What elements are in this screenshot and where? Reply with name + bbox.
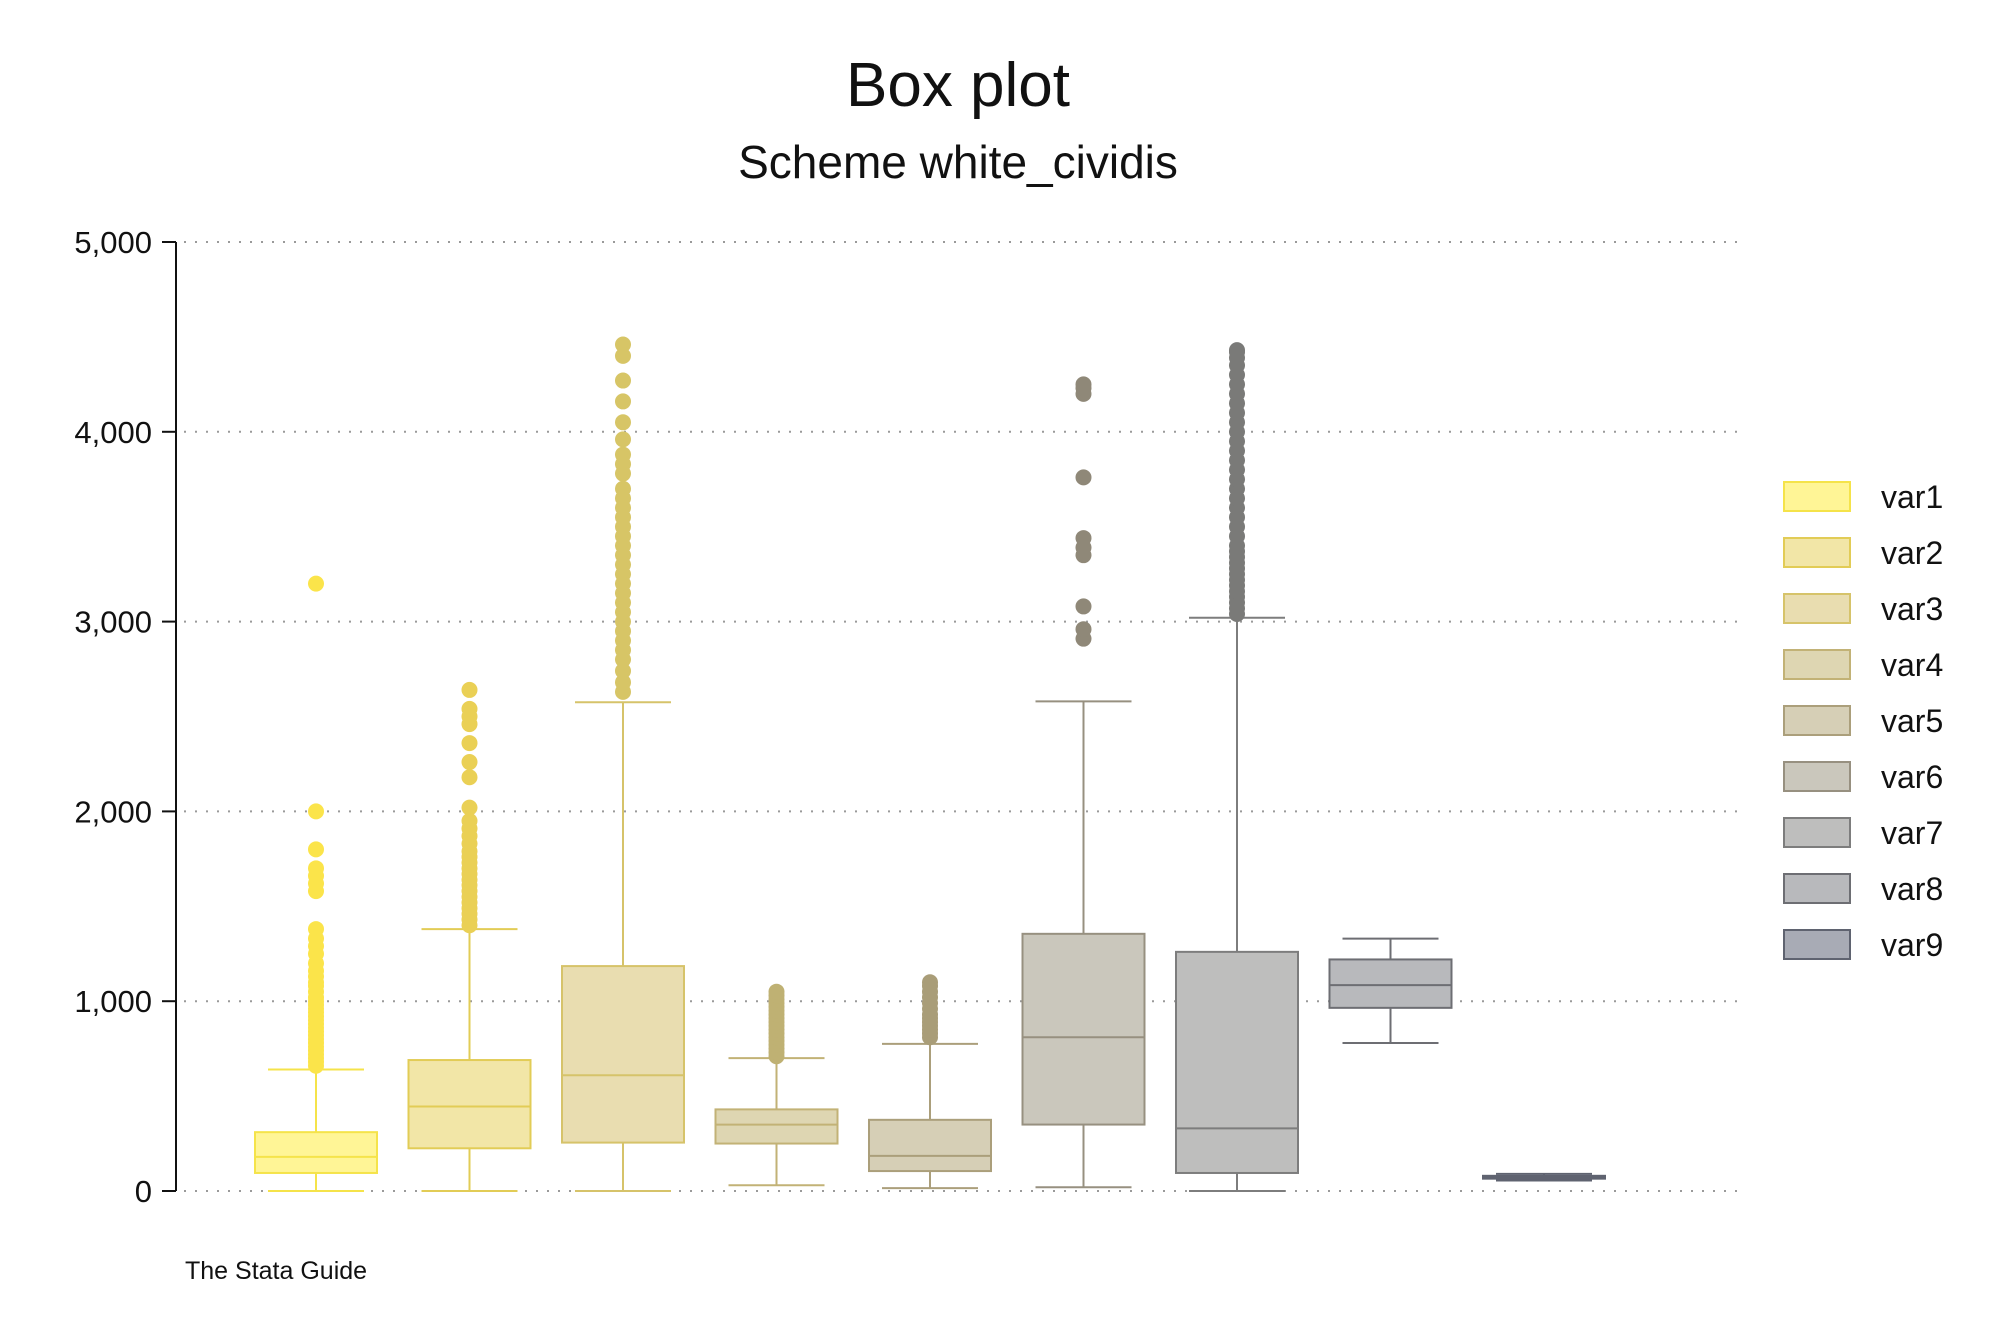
outlier-point bbox=[308, 841, 324, 858]
outlier-point bbox=[615, 372, 631, 389]
box-iqr bbox=[1021, 932, 1146, 1126]
y-tick-label: 4,000 bbox=[74, 415, 152, 450]
legend-item-var3: var3 bbox=[1783, 591, 1943, 627]
box-iqr bbox=[714, 1108, 839, 1145]
outlier-point bbox=[1075, 598, 1092, 615]
box-iqr bbox=[561, 965, 685, 1144]
outlier-point bbox=[1229, 342, 1245, 359]
legend-swatch bbox=[1783, 593, 1851, 624]
outlier-point bbox=[615, 480, 631, 497]
box-iqr bbox=[1328, 958, 1453, 1009]
legend-swatch bbox=[1783, 649, 1851, 680]
outlier-point bbox=[461, 812, 478, 829]
outlier-point bbox=[615, 674, 631, 691]
gridlines bbox=[184, 241, 1740, 1192]
outlier-point bbox=[1075, 530, 1092, 547]
outlier-point bbox=[922, 974, 938, 991]
outlier-point bbox=[615, 347, 631, 364]
chart-title: Box plot bbox=[846, 51, 1070, 120]
y-axis: 0 1,000 2,000 3,000 4,000 5,000 bbox=[74, 225, 176, 1209]
chart-note: The Stata Guide bbox=[185, 1257, 367, 1285]
y-tick-label: 1,000 bbox=[74, 984, 152, 1019]
box-var6 bbox=[1021, 376, 1146, 1189]
outlier-point bbox=[461, 700, 478, 717]
chart-subtitle: Scheme white_cividis bbox=[738, 136, 1178, 188]
y-tick-label: 2,000 bbox=[74, 794, 152, 829]
box-var2 bbox=[407, 681, 532, 1192]
y-tick-label: 3,000 bbox=[74, 605, 152, 640]
box-var8 bbox=[1328, 937, 1453, 1044]
outlier-point bbox=[768, 983, 785, 1000]
outlier-point bbox=[461, 735, 478, 752]
legend-swatch bbox=[1783, 929, 1851, 960]
y-tick-label: 0 bbox=[135, 1174, 152, 1209]
box-iqr bbox=[254, 1131, 378, 1174]
legend: var1 var2 var3 var4 var5 var6 var7 var8 var9 bbox=[1783, 479, 1943, 963]
legend-swatch bbox=[1783, 705, 1851, 736]
outlier-point bbox=[615, 446, 631, 463]
box-var5 bbox=[868, 974, 992, 1190]
legend-label: var4 bbox=[1881, 647, 1943, 683]
legend-swatch bbox=[1783, 761, 1851, 792]
legend-item-var4: var4 bbox=[1783, 647, 1943, 683]
box-series bbox=[254, 336, 1606, 1192]
outlier-point bbox=[1075, 376, 1092, 393]
legend-label: var6 bbox=[1881, 759, 1943, 795]
legend-swatch bbox=[1783, 537, 1851, 568]
outlier-point bbox=[308, 921, 324, 938]
box-var3 bbox=[561, 336, 685, 1192]
outlier-point bbox=[308, 575, 324, 592]
legend-item-var1: var1 bbox=[1783, 479, 1943, 515]
legend-item-var6: var6 bbox=[1783, 759, 1943, 795]
legend-label: var3 bbox=[1881, 591, 1943, 627]
legend-swatch bbox=[1783, 817, 1851, 848]
legend-label: var1 bbox=[1881, 479, 1943, 515]
box-var9 bbox=[1482, 1172, 1606, 1182]
legend-swatch bbox=[1783, 873, 1851, 904]
outlier-point bbox=[1075, 621, 1092, 638]
legend-label: var9 bbox=[1881, 927, 1943, 963]
outlier-point bbox=[615, 431, 631, 448]
legend-item-var9: var9 bbox=[1783, 927, 1943, 963]
outlier-point bbox=[461, 799, 478, 816]
legend-item-var8: var8 bbox=[1783, 871, 1943, 907]
y-tick-label: 5,000 bbox=[74, 225, 152, 260]
box-var7 bbox=[1175, 342, 1299, 1192]
outlier-point bbox=[461, 769, 478, 786]
box-var1 bbox=[254, 575, 378, 1192]
outlier-point bbox=[615, 414, 631, 431]
box-iqr bbox=[868, 1118, 992, 1173]
legend-label: var2 bbox=[1881, 535, 1943, 571]
outlier-point bbox=[461, 754, 478, 771]
outlier-point bbox=[1075, 469, 1092, 486]
box-iqr bbox=[407, 1059, 532, 1150]
outlier-point bbox=[615, 336, 631, 353]
outlier-point bbox=[308, 860, 324, 877]
legend-swatch bbox=[1783, 481, 1851, 512]
outlier-point bbox=[615, 662, 631, 679]
legend-label: var8 bbox=[1881, 871, 1943, 907]
outlier-point bbox=[461, 681, 478, 698]
legend-item-var7: var7 bbox=[1783, 815, 1943, 851]
legend-item-var5: var5 bbox=[1783, 703, 1943, 739]
legend-label: var5 bbox=[1881, 703, 1943, 739]
outlier-point bbox=[615, 393, 631, 410]
box-iqr bbox=[1175, 950, 1299, 1174]
box-var4 bbox=[714, 983, 839, 1187]
outlier-point bbox=[308, 803, 324, 820]
legend-label: var7 bbox=[1881, 815, 1943, 851]
legend-item-var2: var2 bbox=[1783, 535, 1943, 571]
